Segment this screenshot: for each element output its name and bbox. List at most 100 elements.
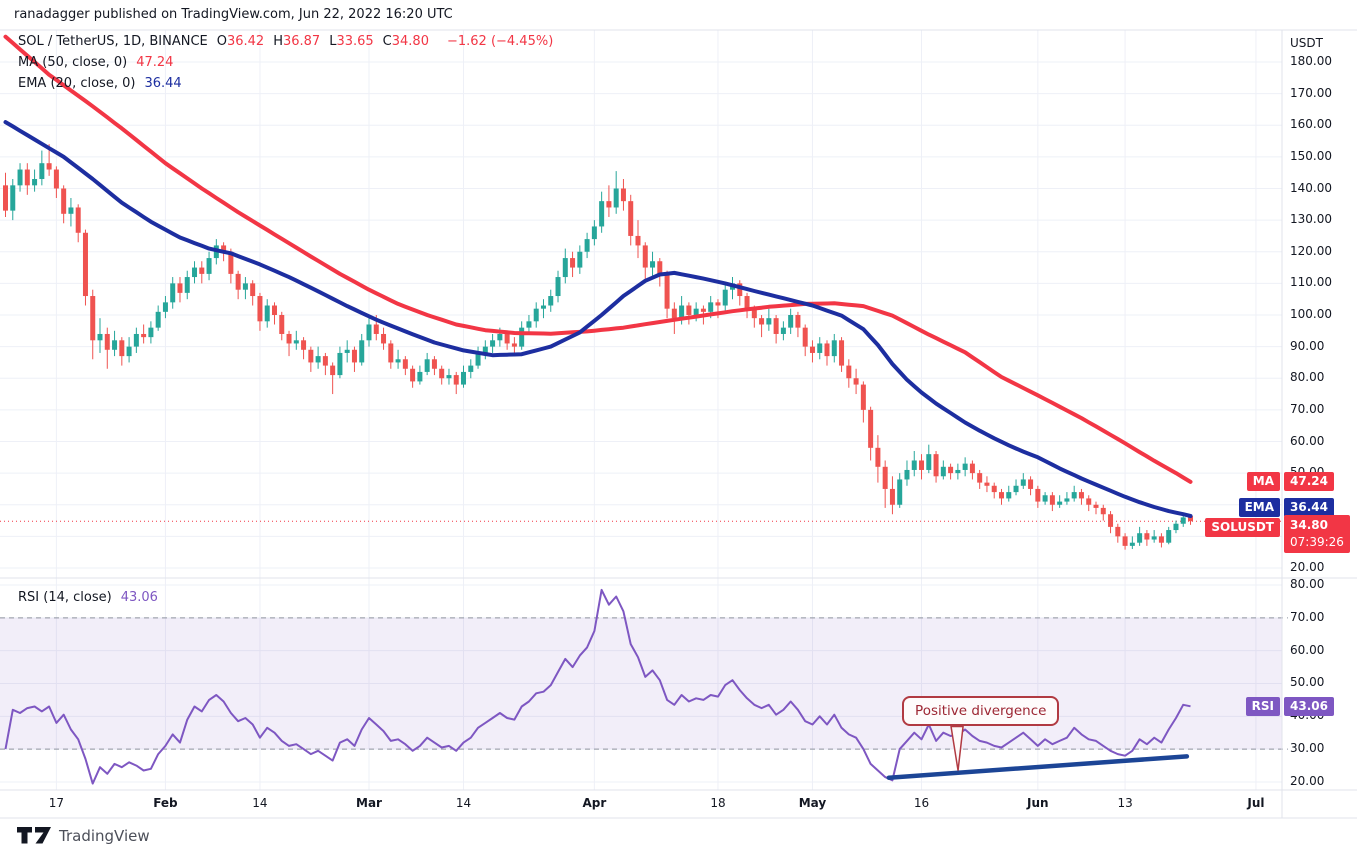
ema-badge-value: 36.44	[1284, 498, 1334, 517]
ema-legend-value: 36.44	[144, 76, 182, 91]
candle-body	[860, 384, 866, 410]
tradingview-watermark[interactable]: TradingView	[16, 826, 150, 845]
ma-legend-row[interactable]: MA (50, close, 0) 47.24	[18, 55, 173, 70]
candle-body	[759, 318, 765, 325]
ohlc-key: H	[273, 34, 283, 49]
candle-body	[301, 340, 307, 350]
candle-body	[548, 296, 554, 306]
candle-body	[1064, 498, 1070, 502]
time-tick-label: Feb	[153, 796, 178, 810]
candle-body	[635, 235, 641, 246]
price-axis-currency-label: USDT	[1290, 36, 1323, 50]
rsi-tick-label: 50.00	[1290, 675, 1325, 690]
candle-body	[1108, 514, 1114, 527]
rsi-trendline[interactable]	[886, 754, 1190, 780]
candle-body	[1166, 530, 1172, 543]
candle-body	[228, 251, 234, 274]
candle-body	[257, 296, 263, 322]
rsi-legend-value: 43.06	[120, 590, 158, 605]
candle-body	[53, 169, 59, 189]
price-tick-label: 70.00	[1290, 401, 1325, 416]
candle-body	[133, 333, 139, 347]
ma-legend-value: 47.24	[136, 55, 174, 70]
time-tick-label: Jun	[1027, 796, 1049, 810]
candle-body	[911, 460, 917, 470]
ma-legend-label: MA (50, close, 0)	[18, 55, 128, 70]
candle-body	[206, 258, 212, 274]
ema20-line[interactable]	[3, 120, 1193, 518]
candle-body	[998, 492, 1004, 499]
ohlc-value: 33.65	[336, 34, 374, 49]
candle-body	[17, 169, 23, 186]
candle-body	[1093, 504, 1099, 508]
candle-body	[482, 346, 488, 353]
candle-body	[555, 277, 561, 297]
candle-body	[490, 340, 496, 347]
candle-body	[410, 368, 416, 382]
candle-body	[1078, 492, 1084, 499]
price-tick-label: 170.00	[1290, 85, 1332, 100]
candle-body	[650, 261, 656, 268]
candle-body	[562, 258, 568, 278]
candle-body	[620, 188, 626, 202]
rsi-tick-label: 70.00	[1290, 609, 1325, 624]
candle-body	[417, 371, 423, 382]
candle-body	[693, 308, 699, 315]
candle-body	[373, 324, 379, 334]
time-tick-label: Mar	[356, 796, 382, 810]
time-tick-label: 16	[913, 796, 930, 810]
candle-body	[192, 267, 198, 278]
price-tick-label: 180.00	[1290, 54, 1332, 68]
symbol-legend-row[interactable]: SOL / TetherUS, 1D, BINANCE O36.42 H36.87 L…	[18, 34, 553, 49]
candle-body	[264, 305, 270, 322]
candle-body	[112, 340, 118, 350]
candle-body	[141, 333, 147, 338]
candle-body	[817, 343, 823, 353]
candle-body	[177, 283, 183, 293]
candle-body	[926, 454, 932, 470]
candle-body	[395, 359, 401, 363]
ohlc-key: O	[216, 34, 227, 49]
candle-body	[119, 340, 125, 357]
candle-body	[715, 302, 721, 306]
ma-badge-tag: MA	[1246, 472, 1280, 492]
candle-body	[126, 346, 132, 357]
candle-body	[90, 296, 96, 341]
candle-body	[1006, 492, 1012, 499]
ema-legend-label: EMA (20, close, 0)	[18, 76, 136, 91]
time-tick-label: Jul	[1247, 796, 1265, 810]
callout-pointer	[950, 725, 964, 771]
candle-body	[533, 308, 539, 322]
candle-body	[839, 340, 845, 366]
candle-body	[802, 327, 808, 347]
candle-body	[831, 340, 837, 357]
candle-body	[846, 365, 852, 379]
candle-body	[32, 179, 38, 186]
candle-body	[381, 333, 387, 344]
price-tick-label: 90.00	[1290, 338, 1325, 353]
candle-body	[1049, 495, 1055, 505]
candle-body	[962, 463, 968, 470]
candle-body	[955, 469, 961, 474]
rsi-legend-row[interactable]: RSI (14, close) 43.06	[18, 590, 158, 605]
candle-body	[453, 375, 459, 385]
ohlc-key: L	[329, 34, 337, 49]
candle-body	[1035, 488, 1041, 502]
candle-body	[526, 321, 532, 328]
time-tick-label: May	[798, 796, 827, 810]
price-tick-label: 20.00	[1290, 560, 1325, 574]
ma50-line[interactable]	[3, 34, 1193, 484]
candle-body	[875, 447, 881, 467]
time-tick-label: 13	[1117, 796, 1133, 810]
candle-body	[679, 305, 685, 319]
positive-divergence-callout[interactable]: Positive divergence	[902, 696, 1060, 727]
candle-body	[1100, 507, 1106, 515]
candle-body	[788, 315, 794, 328]
candle-body	[82, 232, 88, 297]
ema-legend-row[interactable]: EMA (20, close, 0) 36.44	[18, 76, 182, 91]
attribution-text: ranadagger published on TradingView.com,…	[14, 7, 453, 22]
rsi-tick-label: 60.00	[1290, 642, 1325, 657]
candle-body	[497, 333, 503, 341]
rsi-line[interactable]	[4, 588, 1191, 785]
